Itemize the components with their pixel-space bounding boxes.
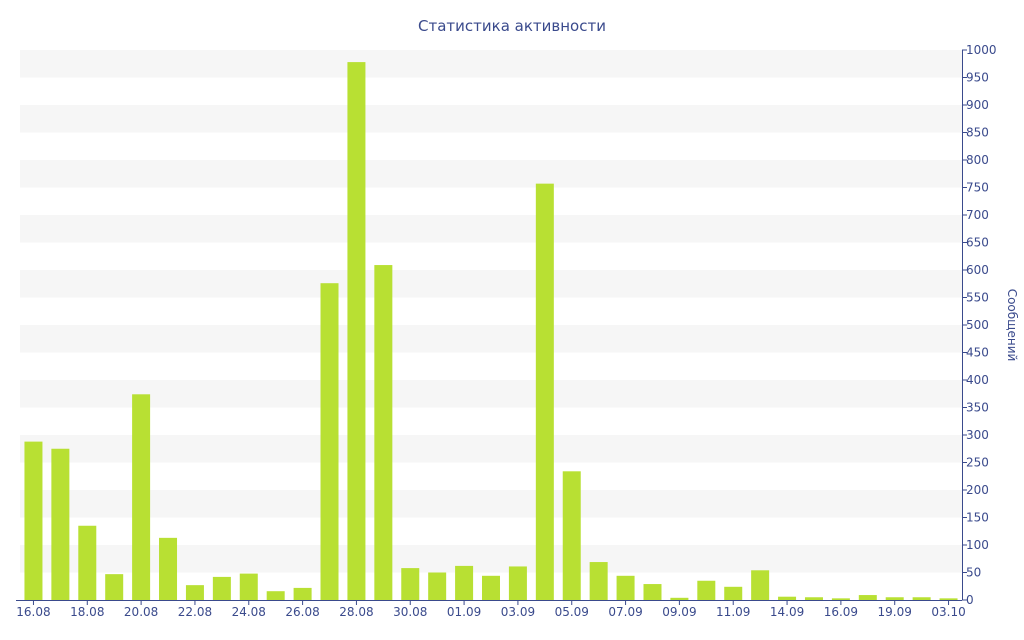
bars-group	[24, 62, 958, 601]
bar	[643, 584, 662, 600]
bar	[78, 525, 97, 600]
y-axis-label: Сообщений	[1005, 289, 1019, 362]
grid-band	[20, 215, 962, 243]
x-tick-label: 28.08	[339, 605, 373, 619]
bar	[589, 562, 608, 600]
y-tick-label: 950	[966, 71, 989, 85]
x-tick-label: 11.09	[716, 605, 750, 619]
y-ticks-group: 0 50 100 150 200 250 300 350 400 450 500 550 600 650 7…	[962, 43, 997, 607]
bar	[831, 598, 850, 600]
bar	[105, 574, 124, 600]
bar	[320, 283, 339, 600]
bar	[751, 570, 770, 600]
bar	[724, 586, 743, 600]
x-tick-label: 24.08	[232, 605, 266, 619]
grid-band	[20, 105, 962, 133]
x-tick-label: 01.09	[447, 605, 481, 619]
x-tick-label: 03.09	[501, 605, 535, 619]
y-tick-label: 550	[966, 291, 989, 305]
y-tick-label: 650	[966, 236, 989, 250]
bar	[778, 596, 797, 600]
x-tick-label: 16.08	[16, 605, 50, 619]
y-tick-label: 250	[966, 456, 989, 470]
bar	[428, 572, 447, 600]
bar	[616, 575, 635, 600]
bar	[535, 183, 554, 600]
y-tick-label: 700	[966, 208, 989, 222]
bar	[24, 441, 43, 600]
bar	[858, 595, 877, 600]
y-tick-label: 200	[966, 483, 989, 497]
bar	[912, 597, 931, 600]
bar	[508, 566, 527, 600]
y-tick-label: 1000	[966, 43, 997, 57]
y-tick-label: 400	[966, 373, 989, 387]
y-tick-label: 0	[966, 593, 974, 607]
y-tick-label: 600	[966, 263, 989, 277]
y-tick-label: 300	[966, 428, 989, 442]
grid-band	[20, 380, 962, 408]
bar	[697, 580, 716, 600]
bar	[239, 573, 258, 600]
grid-band	[20, 490, 962, 518]
x-tick-label: 07.09	[608, 605, 642, 619]
y-tick-label: 850	[966, 126, 989, 140]
chart-title: Статистика активности	[418, 17, 606, 35]
x-tick-label: 05.09	[555, 605, 589, 619]
x-tick-label: 16.09	[824, 605, 858, 619]
x-tick-label: 14.09	[770, 605, 804, 619]
bar	[347, 62, 366, 601]
bar	[266, 591, 285, 600]
x-tick-label: 30.08	[393, 605, 427, 619]
grid-band	[20, 50, 962, 78]
x-tick-label: 22.08	[178, 605, 212, 619]
grid-band	[20, 270, 962, 298]
x-tick-label: 03.10	[931, 605, 965, 619]
y-tick-label: 50	[966, 566, 981, 580]
bar	[293, 587, 312, 600]
bar	[670, 597, 689, 600]
y-tick-label: 750	[966, 181, 989, 195]
grid-band	[20, 325, 962, 353]
x-tick-label: 26.08	[285, 605, 319, 619]
x-ticks-group: 16.08 18.08 20.08 22.08 24.08 26.08 28.08 30.08…	[16, 600, 966, 619]
y-tick-label: 150	[966, 511, 989, 525]
bar	[51, 448, 70, 600]
bar	[212, 576, 231, 600]
y-tick-label: 450	[966, 346, 989, 360]
bar	[159, 537, 178, 600]
bar	[804, 597, 823, 600]
bar	[455, 565, 474, 600]
x-tick-label: 18.08	[70, 605, 104, 619]
x-tick-label: 09.09	[662, 605, 696, 619]
grid-band	[20, 435, 962, 463]
bar	[374, 265, 393, 600]
bar	[562, 471, 581, 600]
grid-band	[20, 160, 962, 188]
bar	[185, 585, 204, 600]
y-tick-label: 100	[966, 538, 989, 552]
x-tick-label: 20.08	[124, 605, 158, 619]
bar	[132, 394, 151, 600]
bar	[939, 598, 958, 600]
bar	[885, 597, 904, 600]
y-tick-label: 350	[966, 401, 989, 415]
bar	[482, 575, 500, 600]
y-tick-label: 900	[966, 98, 989, 112]
grid-bands	[20, 50, 962, 573]
y-tick-label: 500	[966, 318, 989, 332]
bar	[401, 568, 420, 600]
x-tick-label: 19.09	[878, 605, 912, 619]
y-tick-label: 800	[966, 153, 989, 167]
